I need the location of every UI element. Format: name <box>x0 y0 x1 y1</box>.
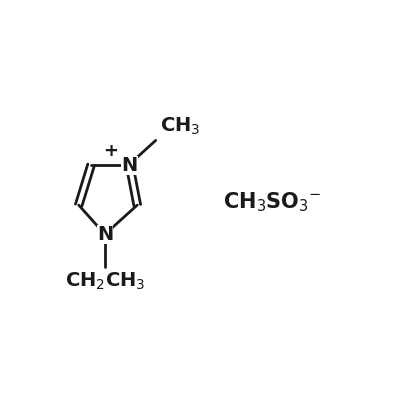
Text: CH$_3$SO$_3$$^{-}$: CH$_3$SO$_3$$^{-}$ <box>223 190 322 214</box>
Text: N: N <box>97 225 113 244</box>
Text: N: N <box>122 156 138 174</box>
Text: +: + <box>104 142 118 160</box>
Text: CH$_3$: CH$_3$ <box>160 116 201 137</box>
Text: CH$_2$CH$_3$: CH$_2$CH$_3$ <box>65 270 145 292</box>
